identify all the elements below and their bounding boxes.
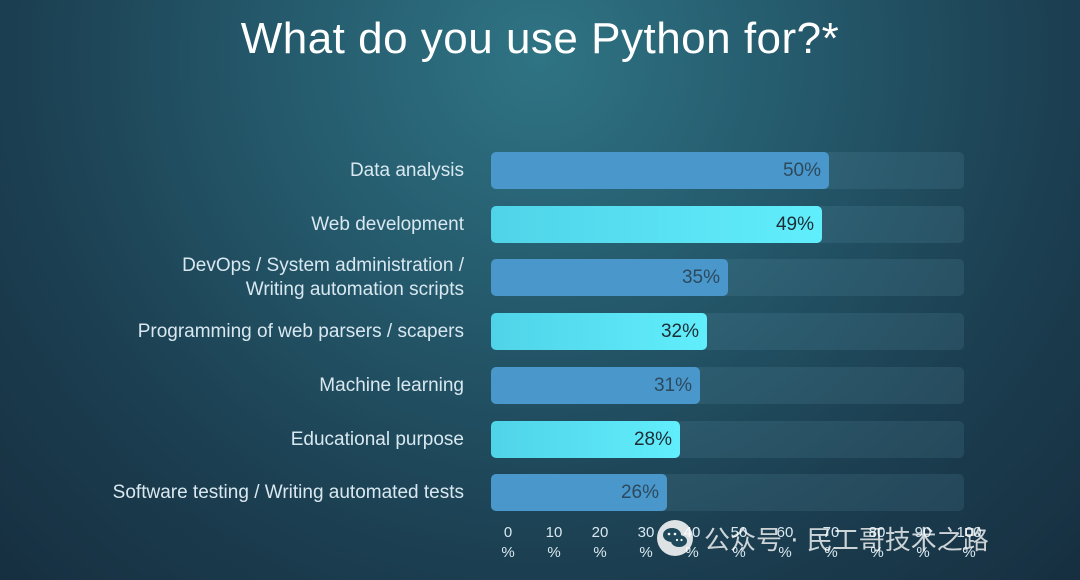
bar-value-label: 28% bbox=[633, 429, 672, 450]
x-tick-label: 10% bbox=[545, 524, 563, 561]
category-label: Programming of web parsers / scapers bbox=[137, 321, 464, 342]
x-tick-label: 100% bbox=[956, 524, 982, 561]
category-label: Data analysis bbox=[349, 160, 464, 181]
bar bbox=[491, 367, 700, 404]
category-label: Web development bbox=[311, 214, 464, 235]
watermark: 公众号 · 民工哥技术之路 bbox=[656, 519, 989, 557]
category-label: DevOps / System administration / Writing … bbox=[182, 255, 464, 300]
x-tick-label: 90% bbox=[914, 524, 932, 561]
x-tick-label: 60% bbox=[776, 524, 794, 561]
watermark-text: 公众号 · 民工哥技术之路 bbox=[704, 525, 989, 556]
bar-value-label: 50% bbox=[782, 160, 821, 181]
bar-value-label: 32% bbox=[660, 321, 699, 342]
bar bbox=[491, 421, 680, 458]
bar bbox=[491, 259, 728, 296]
x-tick-label: 30% bbox=[637, 524, 655, 561]
bar bbox=[491, 206, 822, 243]
bar-value-label: 31% bbox=[653, 375, 692, 396]
x-tick-label: 0% bbox=[501, 524, 515, 561]
wechat-icon bbox=[657, 520, 693, 556]
bar bbox=[491, 474, 667, 511]
x-tick-label: 80% bbox=[868, 524, 886, 561]
bar bbox=[491, 152, 829, 189]
category-label: Software testing / Writing automated tes… bbox=[112, 482, 464, 503]
bar-value-label: 26% bbox=[620, 482, 659, 503]
bar-value-label: 35% bbox=[681, 267, 720, 288]
bar bbox=[491, 313, 707, 350]
x-tick-label: 70% bbox=[822, 524, 840, 561]
x-tick-label: 50% bbox=[730, 524, 748, 561]
bar-value-label: 49% bbox=[775, 214, 814, 235]
category-label: Machine learning bbox=[319, 375, 464, 396]
chart-title: What do you use Python for?* bbox=[240, 14, 840, 63]
category-label: Educational purpose bbox=[290, 429, 464, 450]
x-tick-label: 20% bbox=[591, 524, 609, 561]
